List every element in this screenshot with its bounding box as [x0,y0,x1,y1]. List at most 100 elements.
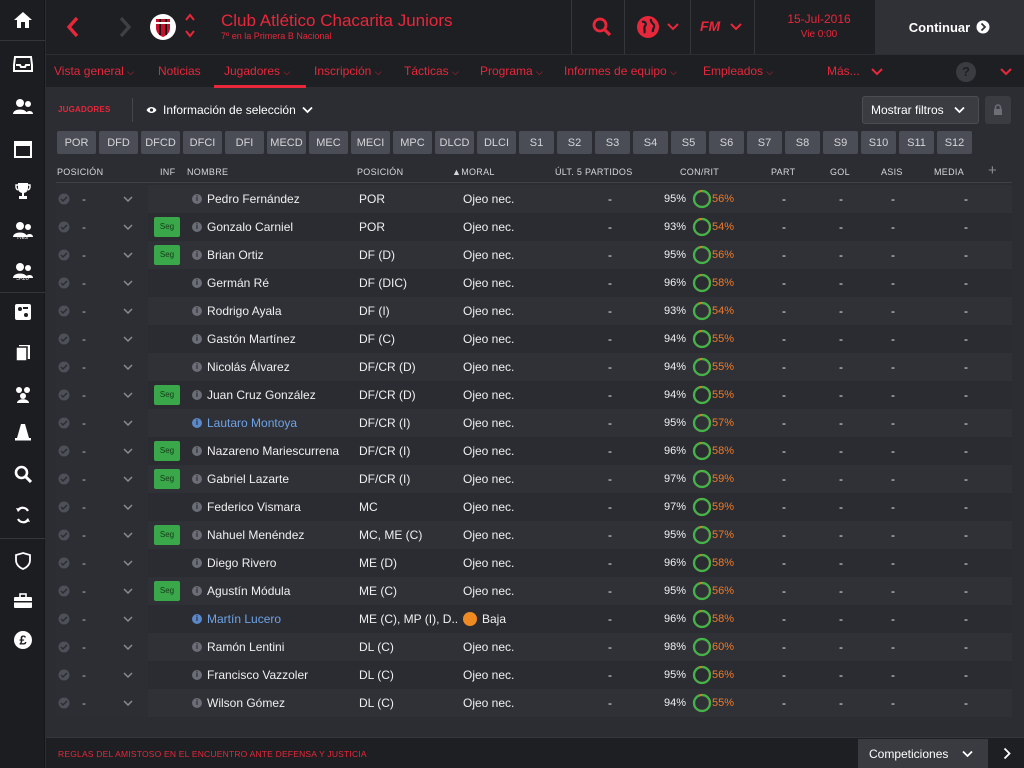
info-icon[interactable]: i [192,642,202,652]
filter-dfcd[interactable]: DFCD [141,131,180,154]
info-icon[interactable]: i [192,670,202,680]
check-circle-icon[interactable] [58,305,70,317]
world-menu[interactable] [635,14,683,40]
info-icon[interactable]: i [192,698,202,708]
sidebar-inbox[interactable] [0,46,45,82]
header-search-icon[interactable] [592,17,612,37]
sidebar-transfers[interactable] [0,497,45,533]
chevron-down-icon[interactable] [123,476,133,483]
check-circle-icon[interactable] [58,501,70,513]
filter-s12[interactable]: S12 [937,131,972,154]
sidebar-finances[interactable]: £ [0,622,45,658]
table-row[interactable]: - i Lautaro Montoya DF/CR (I) Ojeo nec. - 95% 5… [56,409,1012,437]
col-inf[interactable]: INF [160,167,176,177]
club-crest-icon[interactable] [149,13,177,41]
table-row[interactable]: - i Rodrigo Ayala DF (I) Ojeo nec. - 93% 54% - - -… [56,297,1012,325]
check-circle-icon[interactable] [58,389,70,401]
check-circle-icon[interactable] [58,669,70,681]
fm-menu[interactable]: FM [700,18,746,38]
chevron-down-icon[interactable] [123,560,133,567]
chevron-right-icon[interactable] [1003,747,1011,760]
table-row[interactable]: - Seg i Nazareno Mariescurrena DF/CR (I) Ojeo… [56,437,1012,465]
chevron-down-icon[interactable] [123,672,133,679]
col-moral[interactable]: ▲MORAL [452,167,495,177]
player-name[interactable]: Pedro Fernández [207,192,300,206]
col-posicion[interactable]: POSICIÓN [57,167,104,177]
chevron-down-icon[interactable] [123,364,133,371]
table-row[interactable]: - i Ramón Lentini DL (C) Ojeo nec. - 98% 60% - - -… [56,633,1012,661]
tab-jugadores[interactable]: Jugadores ⌵ [224,64,291,78]
chevron-down-icon[interactable] [123,252,133,259]
continue-button[interactable]: Continuar [875,0,1024,54]
check-circle-icon[interactable] [58,641,70,653]
back-arrow-icon[interactable] [66,16,80,38]
chevron-down-icon[interactable] [123,644,133,651]
check-circle-icon[interactable] [58,249,70,261]
chevron-down-icon[interactable] [123,392,133,399]
filter-dfi[interactable]: DFI [225,131,264,154]
chevron-down-icon[interactable] [123,308,133,315]
filter-s11[interactable]: S11 [899,131,934,154]
help-button[interactable]: ? [956,62,976,82]
filter-s4[interactable]: S4 [633,131,668,154]
check-circle-icon[interactable] [58,193,70,205]
filter-s2[interactable]: S2 [557,131,592,154]
player-name[interactable]: Juan Cruz González [207,388,316,402]
player-name[interactable]: Ramón Lentini [207,640,285,654]
filter-s9[interactable]: S9 [823,131,858,154]
table-row[interactable]: - Seg i Juan Cruz González DF/CR (D) Ojeo nec… [56,381,1012,409]
sidebar-staff[interactable] [0,376,45,412]
table-row[interactable]: - i Pedro Fernández POR Ojeo nec. - 95% 56% - - - - [56,185,1012,213]
table-row[interactable]: - i Federico Vismara MC Ojeo nec. - 97% 59% - - - - [56,493,1012,521]
tab-empleados[interactable]: Empleados ⌵ [703,64,774,78]
player-name[interactable]: Wilson Gómez [207,696,286,710]
sidebar-documents[interactable] [0,335,45,371]
game-date[interactable]: 15-Jul-2016 [787,12,851,26]
player-name[interactable]: Gonzalo Carniel [207,220,294,234]
player-name[interactable]: Brian Ortiz [207,248,264,262]
table-row[interactable]: - Seg i Agustín Módula ME (C) Ojeo nec. - 95% 56… [56,577,1012,605]
player-name[interactable]: Diego Rivero [207,556,277,570]
filter-mec[interactable]: MEC [309,131,348,154]
filter-meci[interactable]: MECI [351,131,390,154]
chevron-down-icon[interactable] [123,448,133,455]
filter-mecd[interactable]: MECD [267,131,306,154]
check-circle-icon[interactable] [58,585,70,597]
player-name[interactable]: Gastón Martínez [207,332,296,346]
sidebar-briefcase[interactable] [0,583,45,619]
info-icon[interactable]: i [192,474,202,484]
check-circle-icon[interactable] [58,221,70,233]
player-name[interactable]: Martín Lucero [207,612,282,626]
club-switcher-chevrons-icon[interactable] [184,12,196,40]
tab-tacticas[interactable]: Tácticas ⌵ [404,64,459,78]
check-circle-icon[interactable] [58,277,70,289]
chevron-down-icon[interactable] [123,616,133,623]
col-nombre[interactable]: NOMBRE [187,167,229,177]
filter-s7[interactable]: S7 [747,131,782,154]
player-name[interactable]: Nazareno Mariescurrena [207,444,340,458]
filter-dlci[interactable]: DLCI [477,131,516,154]
player-name[interactable]: Nahuel Menéndez [207,528,305,542]
chevron-down-icon[interactable] [123,588,133,595]
player-name[interactable]: Francisco Vazzoler [207,668,309,682]
info-icon[interactable]: i [192,390,202,400]
filter-s8[interactable]: S8 [785,131,820,154]
player-name[interactable]: Federico Vismara [207,500,301,514]
table-row[interactable]: - Seg i Brian Ortiz DF (D) Ojeo nec. - 95% 56% - -… [56,241,1012,269]
filter-por[interactable]: POR [57,131,96,154]
check-circle-icon[interactable] [58,557,70,569]
sidebar-calendar[interactable] [0,131,45,167]
info-icon[interactable]: i [192,222,202,232]
competitions-dropdown[interactable]: Competiciones [858,739,988,768]
info-icon[interactable]: i [192,530,202,540]
tab-programa[interactable]: Programa ⌵ [480,64,543,78]
col-ult5[interactable]: ÚLT. 5 PARTIDOS [555,167,633,177]
col-posicion-natural[interactable]: POSICIÓN [357,167,404,177]
sidebar-squad[interactable] [0,88,45,124]
col-part[interactable]: PART [771,167,796,177]
filter-s3[interactable]: S3 [595,131,630,154]
tab-noticias[interactable]: Noticias [158,64,201,78]
info-icon[interactable]: i [192,362,202,372]
chevron-down-icon[interactable] [123,224,133,231]
check-circle-icon[interactable] [58,417,70,429]
